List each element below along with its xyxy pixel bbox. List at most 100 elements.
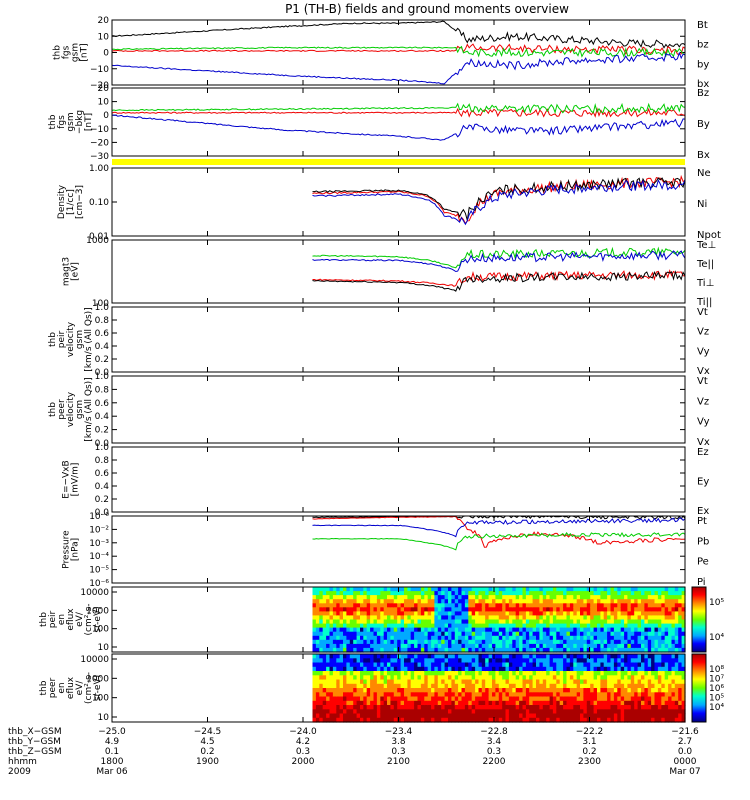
heatmap-cell — [573, 675, 578, 681]
heatmap-cell — [468, 647, 473, 653]
y-tick-label: 10⁻⁰ — [89, 512, 109, 522]
heatmap-cell — [481, 611, 486, 617]
heatmap-cell — [312, 623, 317, 629]
heatmap-cell — [573, 623, 578, 629]
heatmap-cell — [343, 662, 347, 668]
heatmap-cell — [454, 615, 459, 621]
heatmap-cell — [451, 603, 456, 608]
heatmap-cell — [508, 615, 513, 621]
heatmap-cell — [339, 683, 344, 689]
heatmap-cell — [397, 717, 402, 723]
heatmap-cell — [627, 671, 632, 676]
heatmap-cell — [607, 627, 612, 633]
heatmap-cell — [559, 607, 564, 612]
heatmap-cell — [637, 713, 642, 719]
heatmap-cell — [437, 692, 442, 698]
heatmap-cell — [329, 623, 334, 629]
heatmap-cell — [641, 679, 645, 685]
heatmap-cell — [536, 662, 540, 668]
heatmap-cell — [502, 607, 507, 612]
heatmap-cell — [492, 595, 496, 600]
heatmap-cell — [654, 679, 659, 685]
heatmap-cell — [546, 700, 551, 706]
heatmap-cell — [376, 713, 381, 719]
heatmap-cell — [495, 688, 500, 693]
heatmap-cell — [529, 717, 534, 723]
heatmap-cell — [661, 654, 666, 659]
heatmap-cell — [407, 603, 412, 608]
heatmap-cell — [380, 619, 385, 625]
heatmap-cell — [610, 679, 615, 685]
heatmap-cell — [569, 603, 574, 608]
heatmap-cell — [390, 688, 395, 693]
x-axis-value: 1900 — [196, 757, 219, 767]
heatmap-cell — [566, 692, 571, 698]
heatmap-cell — [427, 713, 432, 719]
heatmap-cell — [583, 700, 588, 706]
heatmap-cell — [508, 713, 513, 719]
heatmap-cell — [332, 696, 337, 702]
heatmap-cell — [593, 595, 598, 600]
heatmap-cell — [610, 615, 615, 621]
heatmap-cell — [529, 688, 534, 693]
heatmap-cell — [610, 635, 615, 641]
heatmap-cell — [336, 671, 341, 676]
heatmap-cell — [651, 671, 656, 676]
heatmap-cell — [315, 683, 320, 689]
heatmap-cell — [512, 591, 517, 596]
heatmap-cell — [451, 623, 456, 629]
heatmap-cell — [552, 643, 557, 649]
heatmap-cell — [525, 692, 530, 698]
heatmap-cell — [343, 658, 347, 664]
heatmap-cell — [678, 635, 683, 641]
heatmap-cell — [468, 654, 473, 659]
heatmap-cell — [332, 709, 337, 715]
heatmap-cell — [376, 675, 381, 681]
heatmap-cell — [332, 679, 337, 685]
heatmap-cell — [366, 591, 371, 596]
heatmap-cell — [461, 662, 466, 668]
heatmap-cell — [410, 619, 415, 625]
heatmap-cell — [410, 607, 415, 612]
heatmap-cell — [495, 631, 500, 637]
heatmap-cell — [397, 671, 402, 676]
heatmap-cell — [552, 635, 557, 641]
heatmap-cell — [390, 619, 395, 625]
heatmap-cell — [590, 595, 595, 600]
heatmap-cell — [498, 696, 503, 702]
heatmap-cell — [471, 587, 476, 592]
heatmap-cell — [549, 627, 554, 633]
heatmap-cell — [603, 615, 608, 621]
heatmap-cell — [573, 700, 578, 706]
heatmap-cell — [566, 662, 571, 668]
heatmap-cell — [414, 595, 419, 600]
heatmap-cell — [586, 662, 591, 668]
heatmap-cell — [434, 654, 439, 659]
heatmap-cell — [556, 666, 561, 672]
heatmap-cell — [343, 709, 347, 715]
heatmap-cell — [505, 587, 510, 592]
heatmap-cell — [651, 611, 656, 617]
heatmap-cell — [678, 666, 683, 672]
heatmap-cell — [536, 705, 540, 710]
heatmap-cell — [600, 587, 605, 592]
heatmap-cell — [529, 662, 534, 668]
heatmap-cell — [617, 607, 622, 612]
heatmap-cell — [603, 587, 608, 592]
heatmap-cell — [478, 696, 483, 702]
heatmap-cell — [417, 603, 422, 608]
heatmap-cell — [326, 671, 331, 676]
heatmap-cell — [637, 662, 642, 668]
heatmap-cell — [569, 619, 574, 625]
heatmap-cell — [495, 611, 500, 617]
heatmap-cell — [353, 591, 358, 596]
heatmap-cell — [485, 713, 490, 719]
heatmap-cell — [349, 643, 354, 649]
heatmap-cell — [332, 591, 337, 596]
heatmap-cell — [373, 662, 378, 668]
heatmap-cell — [671, 675, 676, 681]
heatmap-cell — [634, 683, 639, 689]
heatmap-cell — [586, 679, 591, 685]
heatmap-cell — [461, 696, 466, 702]
heatmap-cell — [332, 595, 337, 600]
